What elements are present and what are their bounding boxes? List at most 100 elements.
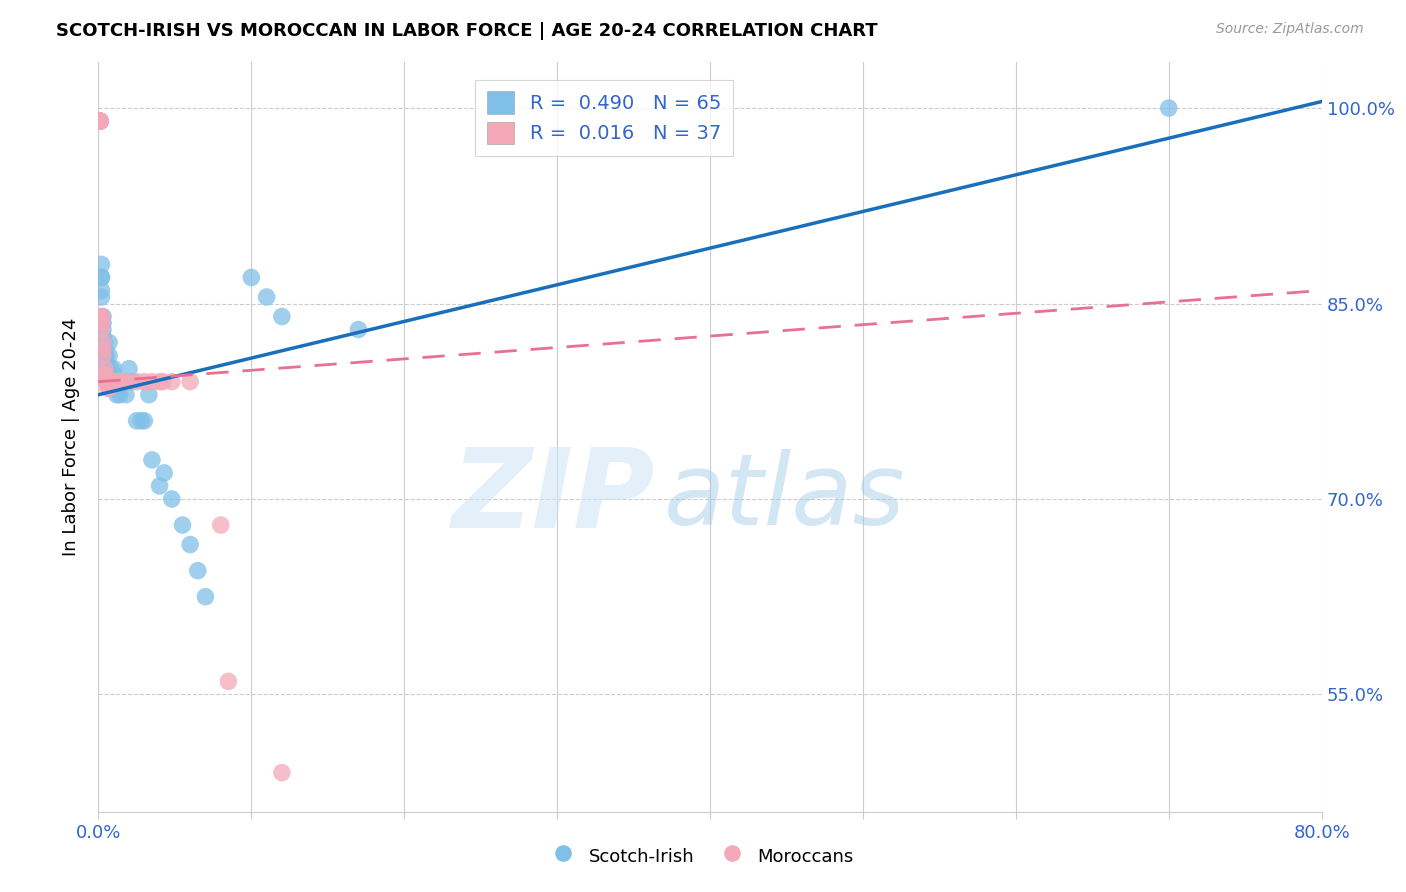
Point (121, 375, 143, 389)
Point (107, 375, 129, 389)
Point (91, 322, 114, 336)
Point (103, 375, 125, 389)
Point (134, 414, 156, 428)
Point (347, 322, 370, 336)
Point (91, 329, 114, 343)
Point (91, 316, 114, 330)
Point (89, 114, 111, 128)
Point (94, 355, 117, 369)
Point (105, 375, 128, 389)
Point (111, 375, 134, 389)
Point (94, 375, 117, 389)
Legend: R =  0.490   N = 65, R =  0.016   N = 37: R = 0.490 N = 65, R = 0.016 N = 37 (475, 79, 733, 156)
Point (152, 375, 174, 389)
Point (194, 590, 217, 604)
Point (160, 491, 183, 506)
Point (93, 342, 115, 356)
Point (110, 375, 132, 389)
Point (90, 290, 112, 304)
Point (93, 335, 115, 350)
Point (100, 375, 122, 389)
Point (89, 114, 111, 128)
Point (172, 518, 194, 533)
Point (256, 290, 278, 304)
Point (91, 342, 114, 356)
Point (89, 114, 111, 128)
Text: atlas: atlas (664, 449, 905, 546)
Point (117, 375, 139, 389)
Point (101, 381, 124, 395)
Point (138, 388, 160, 402)
Point (98, 375, 121, 389)
Point (101, 375, 124, 389)
Point (93, 361, 115, 376)
Point (89, 114, 111, 128)
Point (101, 375, 124, 389)
Point (103, 368, 125, 383)
Point (98, 381, 121, 395)
Point (89, 114, 111, 128)
Point (90, 284, 112, 298)
Point (89, 114, 111, 128)
Point (94, 368, 117, 383)
Point (104, 375, 127, 389)
Point (112, 375, 135, 389)
Point (91, 349, 114, 363)
Point (153, 466, 176, 480)
Point (100, 361, 122, 376)
Point (179, 375, 201, 389)
Point (115, 375, 138, 389)
Point (108, 388, 131, 402)
Point (141, 375, 163, 389)
Point (90, 310, 112, 324)
Point (270, 310, 292, 324)
Point (97, 361, 120, 376)
Point (217, 674, 239, 689)
Point (93, 349, 115, 363)
Point (91, 335, 114, 350)
Point (149, 479, 172, 493)
Point (141, 453, 163, 467)
Point (107, 375, 129, 389)
Point (94, 361, 117, 376)
Point (104, 375, 127, 389)
Point (110, 375, 132, 389)
Point (240, 270, 263, 285)
Point (149, 375, 172, 389)
Point (129, 414, 152, 428)
Point (160, 375, 183, 389)
Point (89, 114, 111, 128)
Point (97, 381, 120, 395)
Point (97, 368, 120, 383)
Point (125, 414, 148, 428)
Point (89, 114, 111, 128)
Text: Source: ZipAtlas.com: Source: ZipAtlas.com (1216, 22, 1364, 37)
Point (108, 375, 131, 389)
Point (117, 375, 139, 389)
Point (105, 388, 128, 402)
Point (93, 368, 115, 383)
Point (98, 335, 121, 350)
Point (90, 257, 112, 271)
Text: SCOTCH-IRISH VS MOROCCAN IN LABOR FORCE | AGE 20-24 CORRELATION CHART: SCOTCH-IRISH VS MOROCCAN IN LABOR FORCE … (56, 22, 877, 40)
Point (187, 564, 209, 578)
Point (90, 322, 112, 336)
Point (125, 375, 148, 389)
Y-axis label: In Labor Force | Age 20-24: In Labor Force | Age 20-24 (62, 318, 80, 557)
Point (90, 270, 112, 285)
Point (179, 538, 201, 552)
Point (103, 361, 125, 376)
Point (115, 388, 138, 402)
Point (134, 375, 156, 389)
Point (103, 375, 125, 389)
Point (97, 375, 120, 389)
Point (270, 765, 292, 780)
Point (104, 381, 127, 395)
Point (89, 114, 111, 128)
Point (94, 349, 117, 363)
Legend: Scotch-Irish, Moroccans: Scotch-Irish, Moroccans (546, 838, 860, 874)
Point (118, 361, 141, 376)
Point (1157, 101, 1180, 115)
Point (97, 375, 120, 389)
Point (100, 375, 122, 389)
